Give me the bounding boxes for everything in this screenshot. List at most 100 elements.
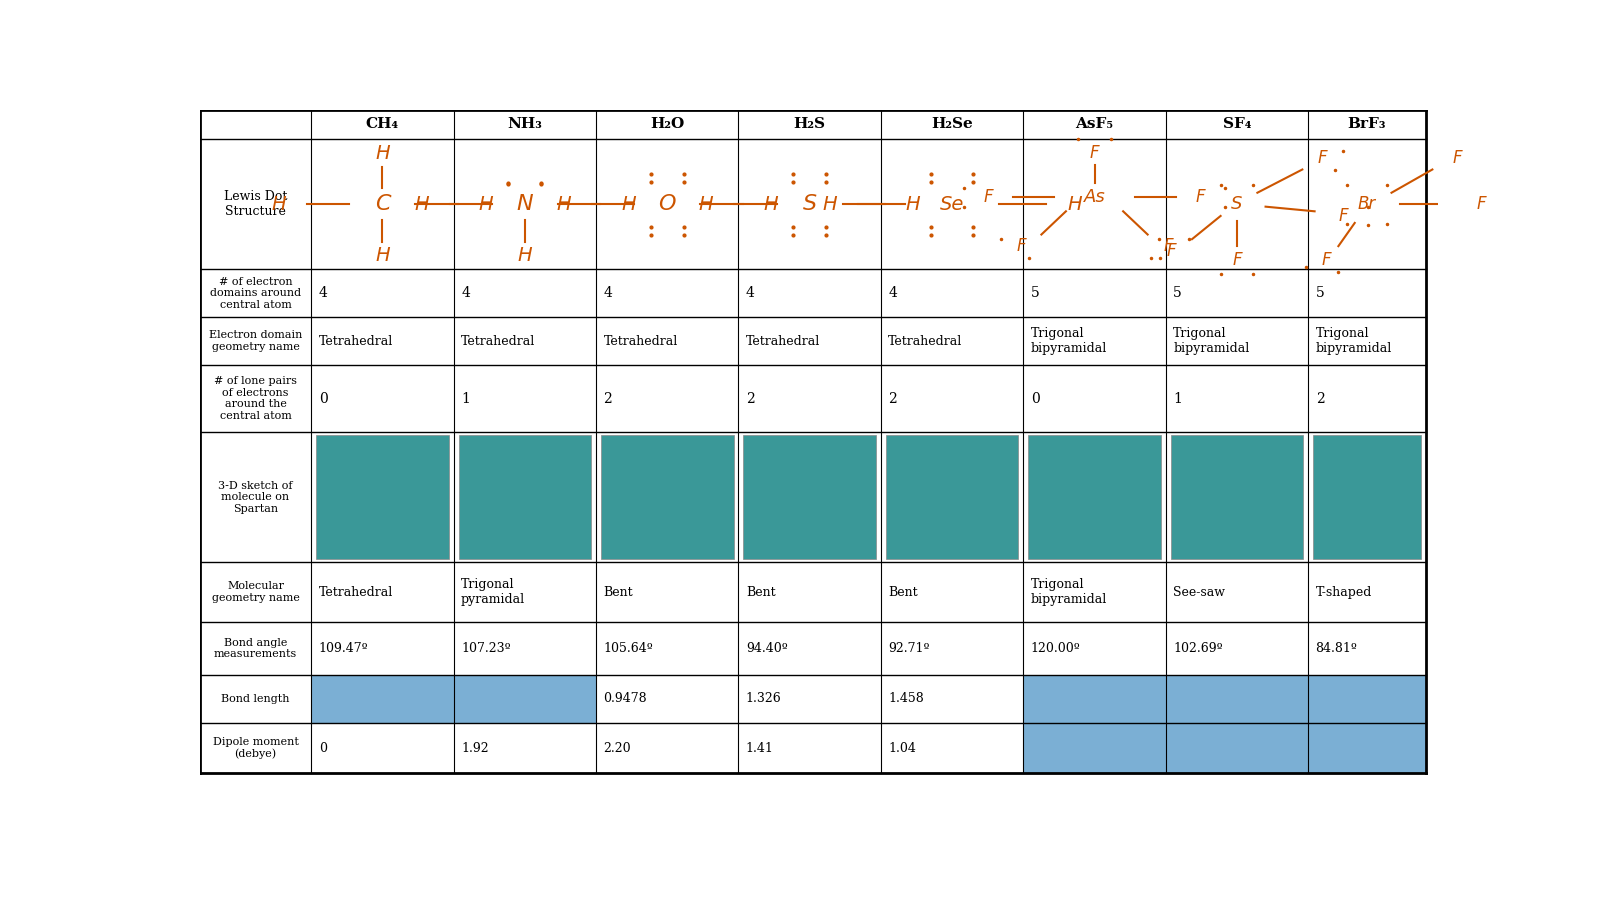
Text: 109.47º: 109.47º xyxy=(318,642,368,655)
Bar xyxy=(1023,723,1167,773)
Text: N: N xyxy=(516,195,534,215)
Text: Trigonal
pyramidal: Trigonal pyramidal xyxy=(462,579,526,606)
Text: AsF₅: AsF₅ xyxy=(1075,118,1114,132)
Text: F: F xyxy=(1163,237,1173,255)
Text: 107.23º: 107.23º xyxy=(462,642,511,655)
Text: Trigonal
bipyramidal: Trigonal bipyramidal xyxy=(1031,579,1107,606)
Text: 2: 2 xyxy=(888,391,896,406)
Text: H: H xyxy=(823,195,837,214)
Text: H: H xyxy=(556,195,570,214)
Text: 2: 2 xyxy=(746,391,754,406)
Text: # of electron
domains around
central atom: # of electron domains around central ato… xyxy=(209,277,300,310)
Text: 1.326: 1.326 xyxy=(746,692,781,706)
Text: Trigonal
bipyramidal: Trigonal bipyramidal xyxy=(1173,327,1250,356)
Text: 1: 1 xyxy=(1173,391,1183,406)
Text: O: O xyxy=(658,195,676,215)
Text: S: S xyxy=(1232,196,1243,213)
Bar xyxy=(1309,723,1425,773)
Text: H₂O: H₂O xyxy=(650,118,684,132)
Text: CH₄: CH₄ xyxy=(366,118,400,132)
Text: F: F xyxy=(1318,149,1328,167)
Text: Dipole moment
(debye): Dipole moment (debye) xyxy=(213,737,299,760)
Text: 1.458: 1.458 xyxy=(888,692,924,706)
Text: 5: 5 xyxy=(1173,286,1183,301)
Text: H: H xyxy=(272,195,286,214)
Text: As: As xyxy=(1083,188,1106,207)
Text: H: H xyxy=(376,144,390,163)
Text: F: F xyxy=(1016,237,1026,255)
Bar xyxy=(312,675,454,723)
Text: Bond angle
measurements: Bond angle measurements xyxy=(214,638,297,659)
Text: Bond length: Bond length xyxy=(221,694,289,704)
Text: F: F xyxy=(1322,251,1331,269)
Bar xyxy=(885,435,1018,559)
Text: F: F xyxy=(1090,144,1099,163)
Text: F: F xyxy=(1477,196,1486,213)
Text: 120.00º: 120.00º xyxy=(1031,642,1080,655)
Text: Tetrahedral: Tetrahedral xyxy=(462,335,535,347)
Text: 5: 5 xyxy=(1031,286,1040,301)
Text: Bent: Bent xyxy=(746,586,775,599)
Text: 1.92: 1.92 xyxy=(462,741,489,755)
Text: 4: 4 xyxy=(888,286,896,301)
Text: 1.41: 1.41 xyxy=(746,741,773,755)
Text: Lewis Dot
Structure: Lewis Dot Structure xyxy=(224,190,288,218)
Text: F: F xyxy=(1453,149,1462,167)
Text: F: F xyxy=(1167,242,1176,260)
Text: Se: Se xyxy=(940,195,964,214)
Text: Trigonal
bipyramidal: Trigonal bipyramidal xyxy=(1315,327,1392,356)
Text: H: H xyxy=(479,195,494,214)
Text: 94.40º: 94.40º xyxy=(746,642,788,655)
Text: 2: 2 xyxy=(604,391,612,406)
Text: F: F xyxy=(1339,207,1349,225)
Text: Molecular
geometry name: Molecular geometry name xyxy=(211,581,299,603)
Text: H: H xyxy=(698,195,713,214)
Text: 3-D sketch of
molecule on
Spartan: 3-D sketch of molecule on Spartan xyxy=(219,481,292,514)
Text: 4: 4 xyxy=(318,286,328,301)
Text: 105.64º: 105.64º xyxy=(604,642,654,655)
Text: 102.69º: 102.69º xyxy=(1173,642,1222,655)
Text: H: H xyxy=(622,195,636,214)
Text: 1: 1 xyxy=(462,391,470,406)
Text: F: F xyxy=(1232,251,1242,269)
Text: Bent: Bent xyxy=(888,586,917,599)
Text: Tetrahedral: Tetrahedral xyxy=(318,586,393,599)
Text: 0: 0 xyxy=(1031,391,1040,406)
Bar xyxy=(1023,675,1167,723)
Text: 1.04: 1.04 xyxy=(888,741,916,755)
Text: Trigonal
bipyramidal: Trigonal bipyramidal xyxy=(1031,327,1107,356)
Text: H: H xyxy=(518,246,532,265)
Text: Tetrahedral: Tetrahedral xyxy=(746,335,820,347)
Text: C: C xyxy=(374,195,390,215)
Text: 2: 2 xyxy=(1315,391,1325,406)
Bar xyxy=(459,435,591,559)
Text: 4: 4 xyxy=(746,286,754,301)
Text: Tetrahedral: Tetrahedral xyxy=(888,335,962,347)
Bar xyxy=(601,435,733,559)
Text: 84.81º: 84.81º xyxy=(1315,642,1357,655)
Bar xyxy=(316,435,449,559)
Bar xyxy=(1314,435,1421,559)
Text: # of lone pairs
of electrons
around the
central atom: # of lone pairs of electrons around the … xyxy=(214,377,297,421)
Text: 4: 4 xyxy=(462,286,470,301)
Text: Electron domain
geometry name: Electron domain geometry name xyxy=(209,331,302,352)
Text: 0: 0 xyxy=(318,741,326,755)
Text: F: F xyxy=(1195,188,1205,207)
Bar xyxy=(1167,723,1309,773)
Bar xyxy=(1167,675,1309,723)
Text: H: H xyxy=(764,195,778,214)
Text: Bent: Bent xyxy=(604,586,633,599)
Text: 4: 4 xyxy=(604,286,612,301)
Bar xyxy=(743,435,876,559)
Text: NH₃: NH₃ xyxy=(508,118,542,132)
Text: H: H xyxy=(906,195,920,214)
Text: Br: Br xyxy=(1358,196,1376,213)
Text: H₂S: H₂S xyxy=(794,118,826,132)
Text: 0.9478: 0.9478 xyxy=(604,692,647,706)
Text: T-shaped: T-shaped xyxy=(1315,586,1373,599)
Bar xyxy=(1028,435,1160,559)
Text: Tetrahedral: Tetrahedral xyxy=(604,335,678,347)
Text: S: S xyxy=(802,195,817,215)
Text: Tetrahedral: Tetrahedral xyxy=(318,335,393,347)
Text: H: H xyxy=(1067,195,1082,214)
